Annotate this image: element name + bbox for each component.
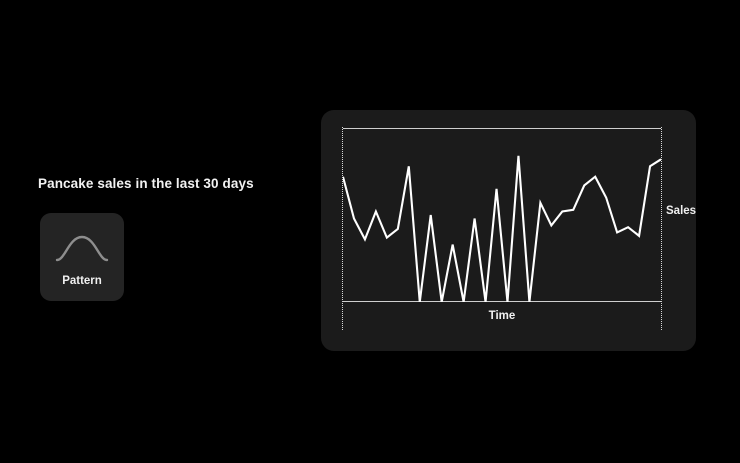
plot-border-top	[343, 128, 661, 129]
plot-border-right	[661, 127, 662, 330]
y-axis-label: Sales	[666, 205, 697, 217]
plot-border-left	[342, 127, 343, 330]
x-axis-label: Time	[488, 310, 516, 322]
sales-line-series	[343, 155, 661, 302]
pattern-card[interactable]: Pattern	[40, 213, 124, 301]
pattern-card-label: Pattern	[62, 275, 102, 287]
chart-panel: Time Sales	[321, 110, 696, 351]
bell-curve-icon	[40, 221, 124, 277]
plot-area: Time	[342, 127, 662, 330]
page-title: Pancake sales in the last 30 days	[38, 176, 254, 191]
x-axis-line	[343, 301, 661, 302]
left-panel: Pancake sales in the last 30 days Patter…	[38, 176, 298, 301]
